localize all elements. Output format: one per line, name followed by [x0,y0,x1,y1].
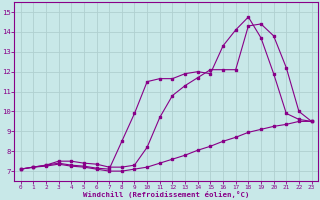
X-axis label: Windchill (Refroidissement éolien,°C): Windchill (Refroidissement éolien,°C) [83,191,249,198]
